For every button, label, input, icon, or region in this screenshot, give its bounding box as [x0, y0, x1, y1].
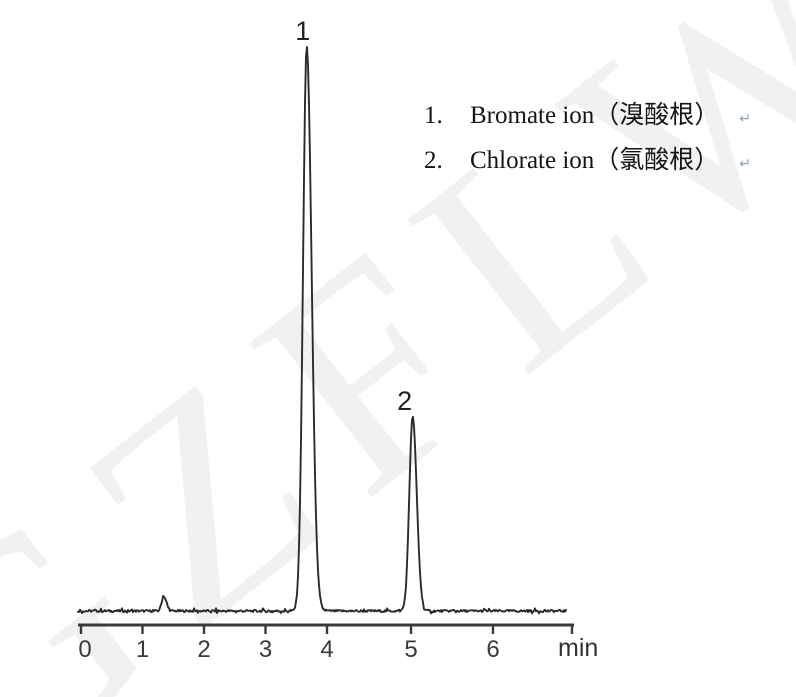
x-axis-unit-label: min: [558, 634, 598, 662]
legend-label: Bromate ion（溴酸根）: [470, 102, 720, 129]
legend-number: 1.: [424, 102, 443, 129]
x-axis-tick-label: 5: [404, 636, 417, 663]
x-axis-tick-label: 0: [78, 636, 91, 663]
peak-legend: 1. Bromate ion（溴酸根） ↵ 2. Chlorate ion（氯酸…: [424, 99, 751, 189]
peak-label-1: 1: [295, 16, 310, 46]
x-axis-tick-label: 6: [486, 636, 499, 663]
x-axis-tick-label: 2: [197, 636, 210, 663]
legend-item-chlorate: 2. Chlorate ion（氯酸根） ↵: [424, 144, 751, 180]
x-axis-tick-label: 3: [259, 636, 272, 663]
paragraph-return-icon: ↵: [739, 155, 752, 171]
legend-number: 2.: [424, 147, 443, 174]
peak-label-2: 2: [397, 386, 412, 416]
paragraph-return-icon: ↵: [739, 110, 752, 126]
chromatogram-trace: [77, 46, 567, 615]
x-axis-tick-label: 1: [136, 636, 149, 663]
legend-item-bromate: 1. Bromate ion（溴酸根） ↵: [424, 99, 751, 135]
x-axis-tick-label: 4: [320, 636, 333, 663]
legend-label: Chlorate ion（氯酸根）: [470, 147, 720, 174]
